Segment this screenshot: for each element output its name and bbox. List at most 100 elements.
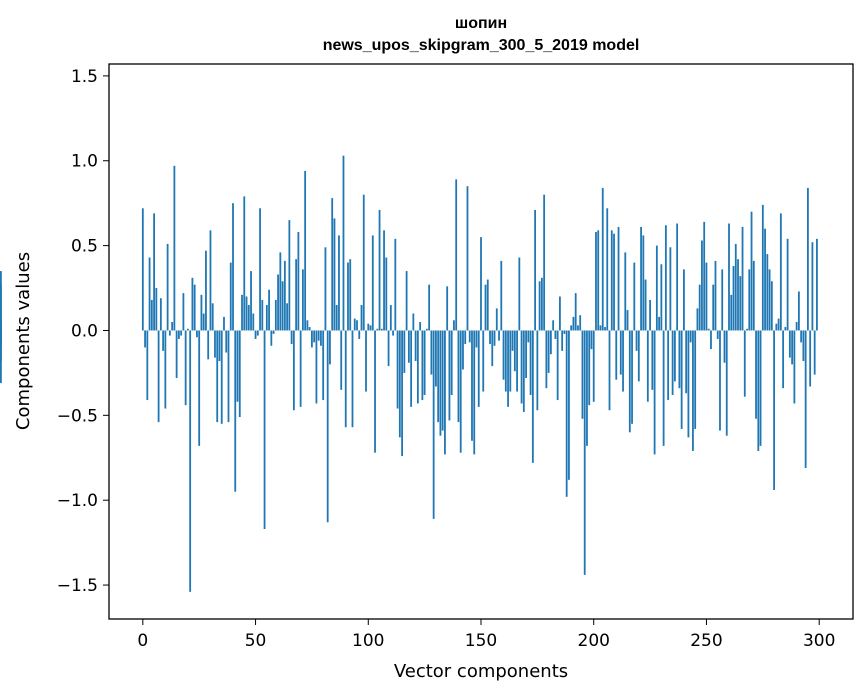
bar-186 xyxy=(561,330,564,351)
bar-30 xyxy=(209,230,212,331)
bar-285 xyxy=(784,327,787,331)
bar-271 xyxy=(752,260,755,331)
bar-155 xyxy=(491,330,494,367)
bar-99 xyxy=(365,330,367,392)
bar-116 xyxy=(403,330,406,373)
bar-48 xyxy=(250,271,252,331)
bar-203 xyxy=(599,325,602,331)
bar-266 xyxy=(741,226,744,331)
bar-161 xyxy=(504,330,507,392)
bar-169 xyxy=(522,330,525,412)
bar-64 xyxy=(286,303,289,331)
bar-61 xyxy=(279,252,282,331)
bar-214 xyxy=(624,252,627,331)
x-tick-label: 250 xyxy=(690,631,722,651)
bar-254 xyxy=(714,260,717,331)
bar-244 xyxy=(692,330,694,451)
bar-273 xyxy=(757,330,760,451)
bar-290 xyxy=(795,321,798,331)
bar-236 xyxy=(673,330,676,382)
bar-177 xyxy=(540,277,543,331)
bar-4 xyxy=(150,299,153,331)
bar-87 xyxy=(338,235,340,331)
bar-85 xyxy=(333,218,336,331)
bar-281 xyxy=(775,323,778,331)
bar-156 xyxy=(493,330,496,346)
bar-303 xyxy=(0,330,2,384)
bar-265 xyxy=(739,276,742,331)
bar-71 xyxy=(301,269,304,331)
bar-14 xyxy=(173,165,176,331)
bar-83 xyxy=(329,330,331,365)
bar-256 xyxy=(719,330,721,431)
bar-122 xyxy=(416,330,419,404)
bar-252 xyxy=(710,330,712,350)
bar-129 xyxy=(432,330,435,519)
bar-5 xyxy=(153,213,155,331)
bar-19 xyxy=(184,330,187,406)
bar-270 xyxy=(750,211,753,331)
bar-168 xyxy=(520,330,523,404)
bar-39 xyxy=(229,262,232,331)
y-tick-label: 0.0 xyxy=(71,321,98,341)
bar-153 xyxy=(486,279,489,331)
y-tick-label: −1.5 xyxy=(57,576,98,596)
bar-197 xyxy=(586,330,588,446)
bar-287 xyxy=(788,330,791,358)
bar-50 xyxy=(254,330,257,339)
bar-199 xyxy=(590,330,593,350)
bar-230 xyxy=(660,264,663,331)
bar-170 xyxy=(525,330,527,378)
bar-241 xyxy=(685,330,688,394)
bar-101 xyxy=(369,325,372,331)
bar-97 xyxy=(360,305,363,331)
bar-53 xyxy=(261,299,264,331)
bar-162 xyxy=(507,330,509,407)
bar-117 xyxy=(405,271,408,331)
bar-80 xyxy=(322,330,325,401)
bar-157 xyxy=(495,308,498,331)
bar-253 xyxy=(712,284,715,331)
bar-88 xyxy=(340,330,343,390)
chart-title: шопин xyxy=(455,15,507,32)
bar-45 xyxy=(243,196,246,331)
x-tick-label: 0 xyxy=(137,631,148,651)
bar-222 xyxy=(642,235,645,331)
bar-261 xyxy=(730,294,733,331)
bar-77 xyxy=(315,330,318,404)
bar-240 xyxy=(683,269,685,331)
bar-259 xyxy=(725,330,728,436)
bar-173 xyxy=(531,330,534,463)
bar-76 xyxy=(313,330,316,343)
bar-223 xyxy=(644,279,647,331)
bar-75 xyxy=(311,330,313,348)
bar-292 xyxy=(800,330,803,343)
bar-291 xyxy=(797,291,800,331)
bar-52 xyxy=(259,208,261,331)
bar-130 xyxy=(435,330,437,387)
bar-146 xyxy=(471,330,473,441)
bar-34 xyxy=(218,330,221,362)
bar-205 xyxy=(604,327,606,331)
bar-282 xyxy=(777,318,780,331)
bar-1 xyxy=(144,330,146,348)
bar-25 xyxy=(198,330,201,446)
bar-139 xyxy=(455,179,458,331)
bar-90 xyxy=(344,330,347,428)
bar-145 xyxy=(468,330,471,343)
bar-131 xyxy=(437,330,440,423)
bar-67 xyxy=(292,330,295,411)
bar-103 xyxy=(374,330,376,453)
bar-62 xyxy=(281,281,284,331)
bar-213 xyxy=(622,330,624,392)
bar-118 xyxy=(407,330,410,363)
y-tick-label: −0.5 xyxy=(57,406,98,426)
bar-21 xyxy=(189,330,192,592)
bar-267 xyxy=(743,330,746,397)
bar-69 xyxy=(297,232,300,331)
bar-159 xyxy=(500,260,503,331)
bar-225 xyxy=(649,299,651,331)
bar-211 xyxy=(617,226,620,331)
bar-284 xyxy=(782,330,785,389)
bar-219 xyxy=(635,330,638,351)
